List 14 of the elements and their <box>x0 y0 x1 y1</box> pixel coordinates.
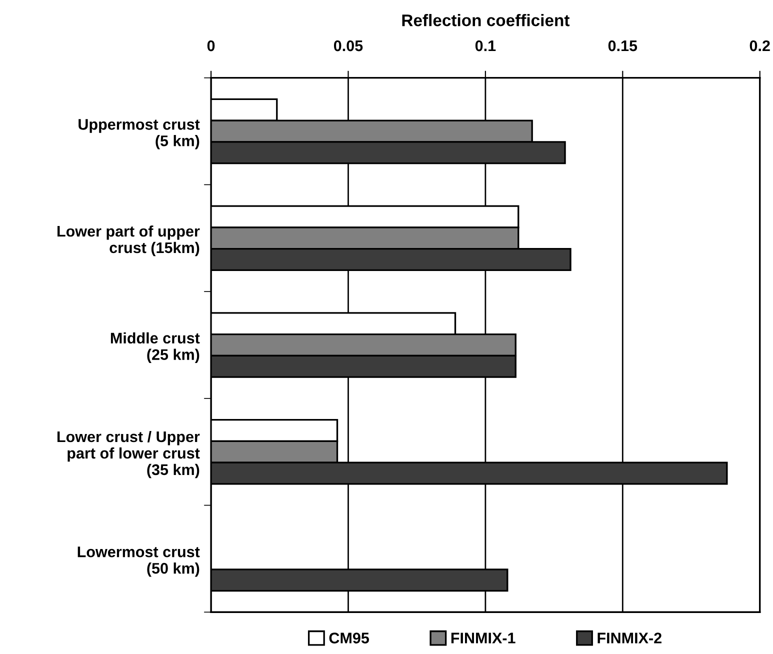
x-axis-title: Reflection coefficient <box>402 14 570 26</box>
y-tick-label: Lower crust / Upper part of lower crust (35 km) <box>57 430 200 478</box>
y-tick-label: Uppermost crust (5 km) <box>78 119 200 150</box>
legend-label: FINMIX-2 <box>598 632 662 644</box>
legend-label: FINMIX-1 <box>451 632 516 644</box>
x-tick-label: 0.05 <box>334 40 363 52</box>
y-tick-label: Lowermost crust (50 km) <box>78 546 200 577</box>
x-tick-label: 0 <box>207 40 215 52</box>
x-tick-label: 0.2 <box>750 40 770 52</box>
y-tick-label: Lower part of upper crust (15km) <box>58 225 200 256</box>
y-tick-label: Middle crust (25 km) <box>110 332 200 364</box>
x-tick-label: 0.1 <box>475 40 496 52</box>
x-tick-label: 0.15 <box>608 40 638 52</box>
legend-label: CM95 <box>329 632 369 644</box>
